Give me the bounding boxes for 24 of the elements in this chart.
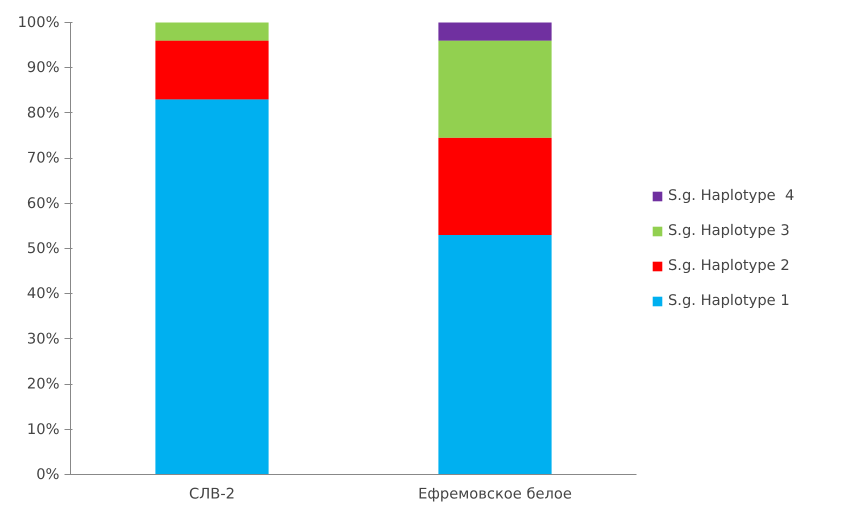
- legend-label: S.g. Haplotype 4: [668, 187, 794, 204]
- y-tick-label: 50%: [26, 240, 60, 257]
- bar: [438, 40, 552, 138]
- y-tick-label: 60%: [26, 194, 60, 212]
- x-tick-label: СЛВ-2: [189, 486, 235, 502]
- y-tick-label: 10%: [26, 420, 60, 438]
- x-tick-label: Ефремовское белое: [418, 486, 572, 502]
- y-tick-label: 40%: [26, 285, 60, 302]
- legend-label: S.g. Haplotype 2: [668, 257, 790, 274]
- y-tick-label: 20%: [26, 376, 60, 393]
- y-tick-label: 70%: [26, 150, 60, 167]
- y-tick-label: 90%: [26, 59, 60, 76]
- bar: [155, 22, 269, 41]
- y-tick-label: 30%: [26, 330, 60, 348]
- bar: [438, 234, 552, 474]
- legend-label: S.g. Haplotype 1: [668, 292, 790, 309]
- y-tick-label: 100%: [18, 14, 60, 31]
- y-tick-label: 80%: [26, 104, 60, 122]
- bar: [438, 138, 552, 235]
- bar: [438, 22, 552, 41]
- legend-label: S.g. Haplotype 3: [668, 222, 790, 239]
- bar: [155, 40, 269, 100]
- bar: [155, 99, 269, 474]
- y-tick-label: 0%: [36, 466, 60, 483]
